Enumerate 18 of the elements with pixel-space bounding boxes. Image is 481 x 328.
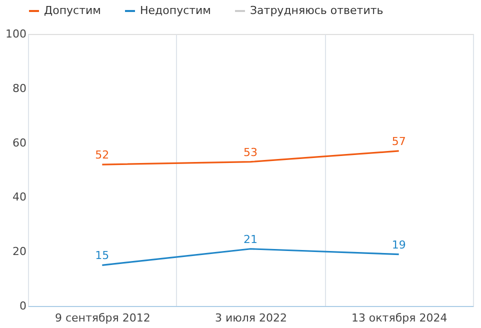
y-tick-label: 100 [6,28,26,40]
data-label: 19 [392,238,406,252]
y-tick-label: 20 [12,245,26,258]
data-label: 15 [95,249,110,262]
data-label: 21 [244,232,258,246]
y-tick-label: 60 [12,136,26,150]
data-label: 53 [244,146,258,159]
x-tick-label: 9 сентября 2012 [54,312,150,324]
legend-label: Затрудняюсь ответить [250,4,384,17]
data-label: 52 [95,148,110,162]
y-tick-label: 0 [20,300,26,312]
legend-label: Допустим [44,4,101,17]
x-tick-label: 13 октября 2024 [351,312,448,324]
data-label: 57 [392,134,406,148]
legend-label: Недопустим [140,4,211,17]
y-tick-label: 80 [12,82,26,95]
x-tick-label: 3 июля 2022 [214,312,288,324]
y-tick-label: 40 [12,190,26,204]
